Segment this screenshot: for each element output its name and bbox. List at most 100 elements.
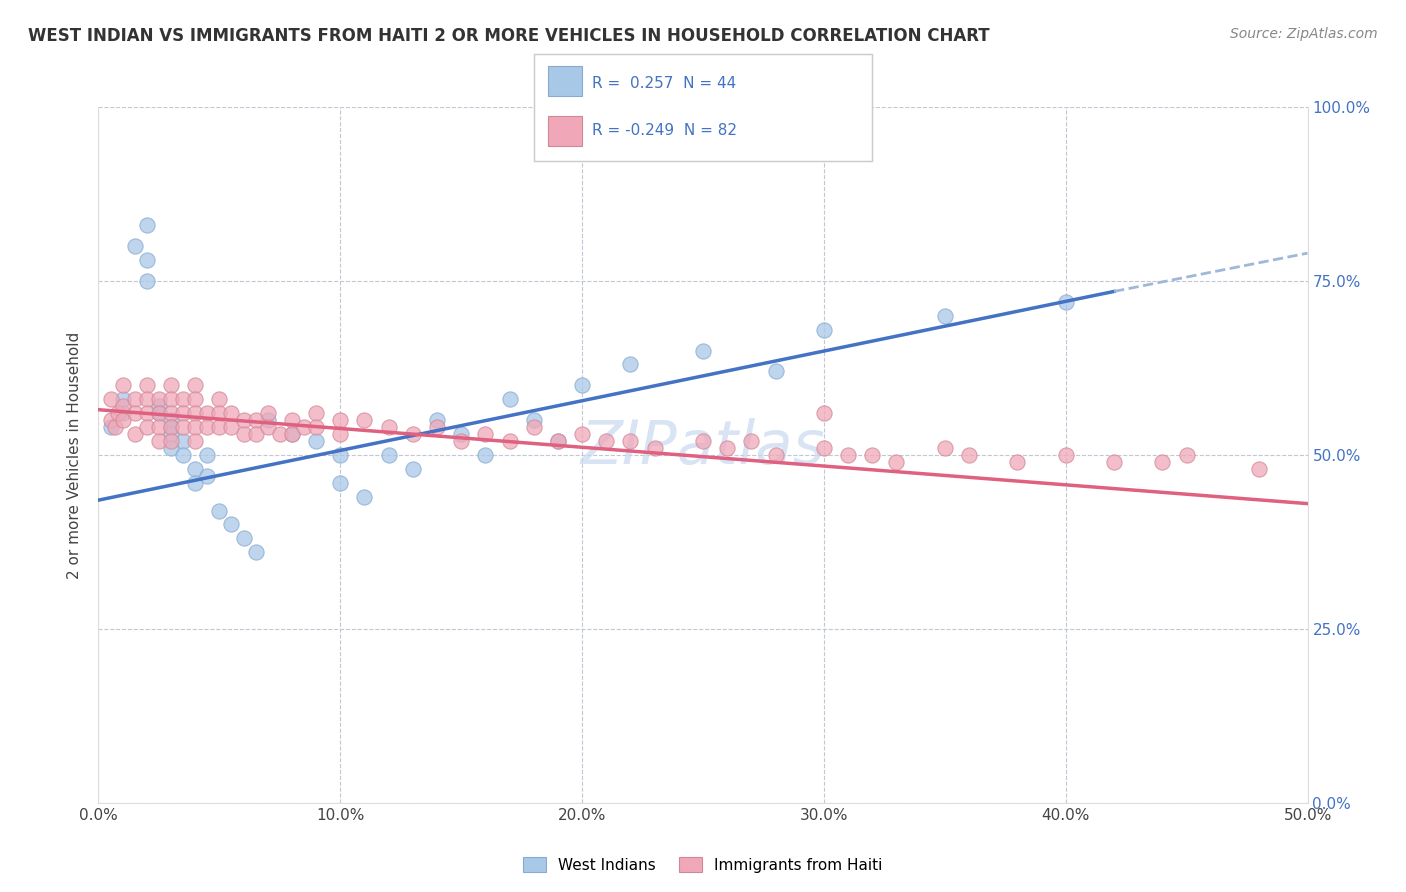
Point xyxy=(135,420,157,434)
Point xyxy=(402,427,425,442)
Point xyxy=(474,427,496,442)
Point xyxy=(221,420,243,434)
Point xyxy=(160,420,183,434)
Point xyxy=(1249,462,1271,476)
Point xyxy=(498,434,520,448)
Point xyxy=(208,406,231,420)
Point xyxy=(172,434,194,448)
Point xyxy=(100,392,122,407)
Point xyxy=(934,441,956,455)
Point xyxy=(124,392,146,407)
Point xyxy=(160,434,183,448)
Point xyxy=(292,420,315,434)
Point xyxy=(523,413,546,427)
Point xyxy=(135,378,157,392)
Point xyxy=(281,413,304,427)
Point xyxy=(184,392,207,407)
Point xyxy=(111,392,134,407)
Point xyxy=(111,406,134,420)
Point xyxy=(160,420,183,434)
Point xyxy=(135,253,157,268)
Point xyxy=(305,420,328,434)
Point xyxy=(195,468,218,483)
Point xyxy=(1102,455,1125,469)
Text: WEST INDIAN VS IMMIGRANTS FROM HAITI 2 OR MORE VEHICLES IN HOUSEHOLD CORRELATION: WEST INDIAN VS IMMIGRANTS FROM HAITI 2 O… xyxy=(28,27,990,45)
Point xyxy=(184,420,207,434)
Point xyxy=(281,427,304,442)
Point xyxy=(160,378,183,392)
Point xyxy=(619,358,641,372)
Point xyxy=(934,309,956,323)
Point xyxy=(172,392,194,407)
Text: R =  0.257  N = 44: R = 0.257 N = 44 xyxy=(592,76,735,91)
Point xyxy=(160,406,183,420)
Point xyxy=(837,448,859,462)
Point xyxy=(172,448,194,462)
Point xyxy=(474,448,496,462)
Point xyxy=(329,413,352,427)
Point xyxy=(195,420,218,434)
Point xyxy=(305,406,328,420)
Point xyxy=(148,406,170,420)
Point xyxy=(184,434,207,448)
Point xyxy=(547,434,569,448)
Point xyxy=(1152,455,1174,469)
Point xyxy=(329,475,352,490)
Point xyxy=(208,503,231,517)
Point xyxy=(1007,455,1029,469)
Point xyxy=(172,420,194,434)
Point xyxy=(813,441,835,455)
Point xyxy=(692,434,714,448)
Point xyxy=(111,378,134,392)
Point xyxy=(184,475,207,490)
Point xyxy=(232,427,254,442)
Point xyxy=(450,427,472,442)
Point xyxy=(221,406,243,420)
Text: ZIPatlas: ZIPatlas xyxy=(581,418,825,477)
Point xyxy=(124,406,146,420)
Point xyxy=(160,427,183,442)
Point xyxy=(148,420,170,434)
Point xyxy=(329,427,352,442)
Point xyxy=(195,406,218,420)
Point xyxy=(716,441,738,455)
Point xyxy=(353,413,375,427)
Point xyxy=(221,517,243,532)
Point xyxy=(245,545,267,559)
Point xyxy=(498,392,520,407)
Point xyxy=(172,406,194,420)
Point xyxy=(135,406,157,420)
Point xyxy=(160,413,183,427)
Point xyxy=(765,448,787,462)
Point xyxy=(100,420,122,434)
Point xyxy=(813,406,835,420)
Point xyxy=(208,392,231,407)
Point xyxy=(571,427,593,442)
Point xyxy=(135,392,157,407)
Point xyxy=(184,406,207,420)
Point xyxy=(232,532,254,546)
Point xyxy=(957,448,980,462)
Point xyxy=(104,420,127,434)
Point xyxy=(426,413,449,427)
Bar xyxy=(548,116,582,145)
Point xyxy=(124,427,146,442)
Point xyxy=(269,427,291,442)
Point xyxy=(148,399,170,413)
Point xyxy=(860,448,883,462)
Point xyxy=(160,392,183,407)
Point xyxy=(195,448,218,462)
Point xyxy=(402,462,425,476)
Legend: West Indians, Immigrants from Haiti: West Indians, Immigrants from Haiti xyxy=(517,850,889,879)
Point xyxy=(377,448,399,462)
Point xyxy=(148,434,170,448)
Point xyxy=(124,239,146,253)
Point xyxy=(765,364,787,378)
Point xyxy=(256,406,278,420)
Point xyxy=(305,434,328,448)
Point xyxy=(450,434,472,448)
Point xyxy=(107,406,129,420)
Point xyxy=(232,413,254,427)
Point xyxy=(329,448,352,462)
Point xyxy=(1054,448,1077,462)
